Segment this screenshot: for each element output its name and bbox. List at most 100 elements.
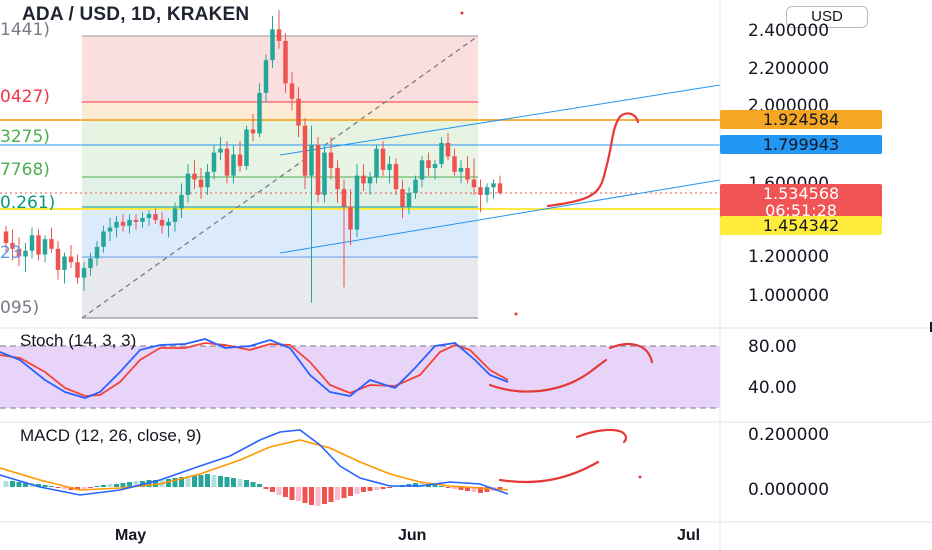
macd-bar — [361, 487, 366, 492]
macd-bar — [107, 484, 113, 487]
macd-bar — [16, 482, 22, 487]
macd-bar — [94, 486, 100, 487]
fib-label: 3275) — [0, 127, 50, 147]
candle-body — [426, 160, 431, 168]
macd-bar — [387, 487, 392, 488]
candle-body — [250, 129, 256, 134]
candle-body — [354, 175, 360, 230]
macd-bar — [211, 475, 217, 487]
candle-body — [231, 154, 236, 176]
price-axis-label: 2.400000 — [748, 21, 830, 41]
macd-bar — [413, 483, 418, 487]
candle-body — [10, 243, 15, 249]
macd-bar — [120, 483, 126, 487]
candle-body — [42, 239, 48, 255]
candle-body — [49, 239, 54, 249]
price-axis-label: 1.200000 — [748, 247, 830, 267]
candle-body — [439, 142, 444, 165]
time-axis-label: Jul — [677, 527, 701, 544]
candle-body — [146, 214, 152, 218]
macd-bar — [185, 476, 191, 487]
candle-body — [237, 154, 243, 167]
hand-annotations — [488, 112, 654, 484]
macd-bar — [42, 485, 48, 487]
macd-bar — [205, 474, 210, 487]
macd-label[interactable]: MACD (12, 26, close, 9) — [20, 426, 202, 445]
macd-bar — [23, 483, 28, 487]
time-axis-label: Jun — [398, 527, 427, 544]
chart-title: ADA / USD, 1D, KRAKEN — [22, 4, 250, 25]
countdown-tag: 06:51:28 — [720, 201, 882, 220]
candle-body — [94, 246, 100, 259]
macd-bar — [445, 487, 451, 488]
macd-bar — [432, 485, 438, 487]
candle-body — [315, 144, 321, 195]
macd-bar — [309, 487, 314, 505]
fib-label: 0427) — [0, 87, 50, 107]
macd-bar — [257, 484, 262, 487]
macd-bar — [497, 487, 503, 490]
support-price-tag: 1.454342 — [720, 216, 882, 235]
macd-bar — [192, 475, 197, 487]
macd-bar — [452, 487, 457, 489]
macd-bar — [322, 487, 327, 504]
macd-bar — [36, 484, 41, 487]
candle-body — [497, 183, 503, 193]
macd-bar — [244, 480, 249, 487]
macd-bar — [127, 482, 132, 487]
macd-line — [0, 429, 509, 496]
macd-bar — [81, 487, 87, 489]
macd-bar — [484, 487, 490, 492]
blue-level-price-tag: 1.799943 — [720, 135, 882, 154]
macd-bar — [276, 487, 282, 495]
macd-bar — [380, 487, 386, 489]
time-axis-label: May — [115, 527, 147, 544]
fib-label: 1441) — [0, 20, 50, 40]
candle-body — [257, 92, 262, 134]
macd-bar — [49, 486, 54, 487]
macd-bar — [341, 487, 347, 498]
candle-body — [16, 248, 22, 257]
candles — [3, 10, 503, 303]
candle-body — [263, 60, 269, 93]
stoch-axis-label: 80.00 — [748, 337, 797, 357]
macd-bar — [289, 487, 295, 500]
candle-body — [55, 248, 61, 270]
candle-body — [393, 164, 399, 190]
candle-body — [23, 250, 28, 257]
candle-body — [361, 175, 366, 184]
price-axis-label: 1.000000 — [748, 286, 830, 306]
macd-bar — [55, 487, 61, 488]
candle-body — [36, 235, 41, 255]
channel-upper — [279, 84, 721, 156]
macd-bar — [218, 476, 223, 487]
candle-body — [406, 192, 412, 207]
macd-bar — [328, 487, 334, 502]
macd-bar — [263, 487, 269, 489]
stoch-label[interactable]: Stoch (14, 3, 3) — [20, 331, 137, 350]
currency-button[interactable]: USD — [786, 6, 868, 28]
candle-body — [127, 219, 132, 226]
candle-body — [276, 29, 282, 41]
candle-body — [185, 173, 191, 195]
candle-body — [198, 179, 204, 188]
candle-body — [335, 167, 340, 190]
candle-body — [205, 171, 210, 188]
macd-bar — [465, 487, 470, 491]
candle-body — [140, 218, 145, 222]
channel-lower — [279, 179, 721, 254]
macd-bar — [10, 481, 15, 487]
candle-body — [88, 258, 93, 269]
candle-body — [413, 179, 418, 193]
candle-body — [101, 231, 106, 247]
stoch-d-line — [0, 342, 509, 397]
candle-body — [432, 164, 438, 168]
candle-body — [172, 208, 178, 222]
candle-body — [471, 179, 477, 188]
macd-bar — [231, 478, 236, 487]
candle-body — [465, 167, 470, 180]
stoch-k-line — [0, 338, 509, 399]
candle-body — [309, 144, 314, 176]
macd-bar — [133, 481, 139, 487]
